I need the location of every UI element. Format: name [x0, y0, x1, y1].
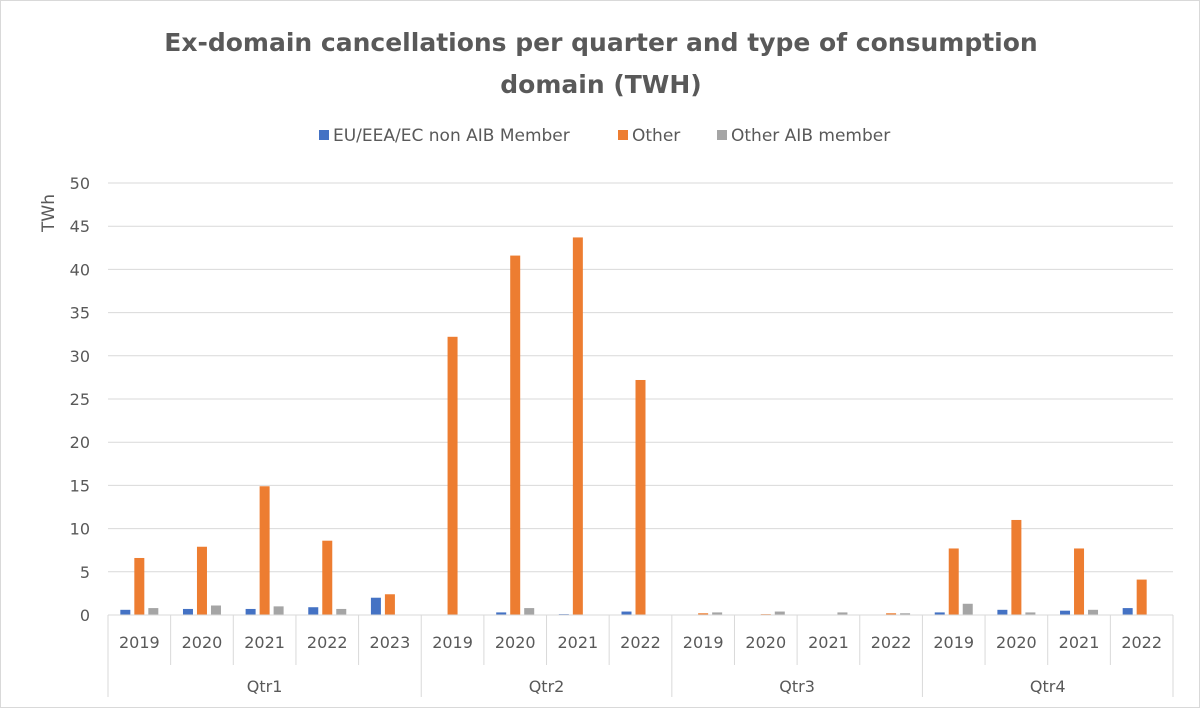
bar	[1088, 609, 1099, 615]
bar	[1025, 612, 1036, 615]
bar	[308, 607, 319, 615]
y-tick-label: 10	[70, 520, 90, 539]
legend-swatch	[717, 130, 727, 140]
bar	[1011, 519, 1022, 615]
x-tick-label: 2022	[871, 633, 912, 652]
bar	[524, 608, 535, 615]
chart-title-line-1: Ex-domain cancellations per quarter and …	[164, 28, 1037, 57]
x-tick-label: 2022	[1121, 633, 1162, 652]
x-tick-label: 2019	[119, 633, 160, 652]
bar	[245, 608, 256, 615]
y-tick-label: 25	[70, 390, 90, 409]
x-tick-label: 2022	[307, 633, 348, 652]
y-tick-label: 40	[70, 260, 90, 279]
bar	[1074, 548, 1085, 615]
y-axis-title: TWh	[39, 194, 59, 233]
bar	[384, 594, 395, 615]
bar	[900, 613, 911, 615]
bar	[134, 557, 145, 615]
bar	[447, 336, 458, 615]
x-tick-label: 2020	[745, 633, 786, 652]
bar	[886, 613, 897, 615]
bar	[336, 608, 347, 615]
chart-title-line-2: domain (TWH)	[500, 70, 701, 99]
y-tick-label: 30	[70, 347, 90, 366]
bar	[259, 486, 270, 615]
bar	[370, 597, 381, 615]
bar	[196, 546, 207, 615]
y-tick-label: 20	[70, 433, 90, 452]
x-axis: 2019 2020 2021 2022 2023 Qtr1 2019 2020 2021 2022…	[107, 614, 1174, 697]
bar	[934, 612, 945, 615]
x-tick-label: 2023	[370, 633, 411, 652]
bar	[120, 609, 131, 615]
x-tick-label: 2021	[1059, 633, 1100, 652]
bar	[510, 255, 521, 616]
y-tick-label: 15	[70, 476, 90, 495]
bars	[120, 237, 1147, 616]
y-tick-label: 5	[80, 563, 90, 582]
bar	[962, 603, 973, 615]
x-tick-label: 2022	[620, 633, 661, 652]
bar	[774, 611, 785, 615]
y-tick-label: 45	[70, 217, 90, 236]
bar	[948, 548, 959, 615]
bar	[1122, 608, 1133, 615]
legend: EU/EEA/EC non AIB Member Other Other AIB m…	[319, 126, 890, 146]
legend-label: EU/EEA/EC non AIB Member	[333, 126, 570, 146]
legend-label: Other AIB member	[731, 126, 890, 146]
bar	[635, 379, 646, 615]
bar	[273, 606, 284, 615]
y-tick-label: 35	[70, 304, 90, 323]
bar	[572, 237, 583, 615]
legend-swatch	[618, 130, 628, 140]
x-tick-label: 2019	[683, 633, 724, 652]
bar	[621, 611, 632, 615]
legend-swatch	[319, 130, 329, 140]
x-group-label: Qtr3	[779, 677, 815, 696]
x-tick-label: 2021	[244, 633, 285, 652]
bar	[210, 605, 221, 615]
bar	[837, 612, 848, 615]
x-group-label: Qtr2	[529, 677, 565, 696]
bar	[496, 612, 507, 615]
bar	[148, 608, 159, 615]
x-tick-label: 2019	[432, 633, 473, 652]
y-tick-label: 50	[70, 174, 90, 193]
legend-label: Other	[632, 126, 680, 146]
bar	[698, 613, 709, 615]
x-group-label: Qtr4	[1030, 677, 1066, 696]
bar	[712, 612, 723, 615]
x-tick-label: 2020	[996, 633, 1037, 652]
x-tick-label: 2020	[182, 633, 223, 652]
y-tick-label: 0	[80, 606, 90, 625]
bar	[322, 540, 333, 615]
x-tick-label: 2021	[557, 633, 598, 652]
x-group-label: Qtr1	[247, 677, 283, 696]
x-tick-label: 2020	[495, 633, 536, 652]
y-axis-ticks: 0 5 10 15 20 25 30 35 40 45 50	[70, 174, 90, 625]
x-tick-label: 2021	[808, 633, 849, 652]
bar	[1060, 610, 1071, 615]
bar	[1136, 579, 1147, 615]
bar	[182, 608, 193, 615]
x-tick-label: 2019	[933, 633, 974, 652]
bar	[997, 609, 1008, 615]
